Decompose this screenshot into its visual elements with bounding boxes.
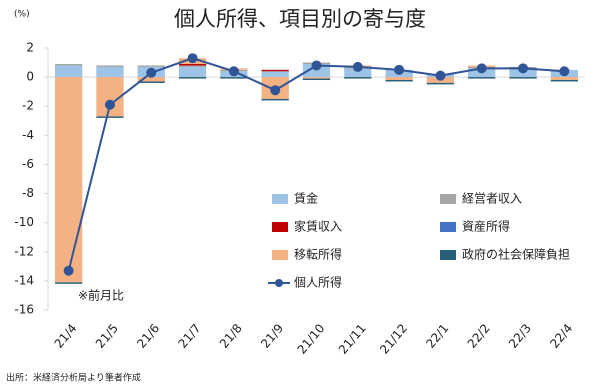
legend-swatch [440,194,456,204]
legend-marker [275,279,283,287]
bar-segment [137,65,165,67]
line-marker [63,265,74,276]
bar-segment [302,77,331,79]
bar-segment [55,282,83,284]
legend-swatch [440,222,456,232]
bar-segment [178,64,207,66]
bar-segment [96,116,124,118]
y-tick-label: -4 [22,128,34,142]
y-tick-label: -2 [22,99,34,113]
legend-label: 政府の社会保障負担 [462,247,570,262]
legend-swatch [440,250,456,260]
bar-segment [96,66,124,78]
y-tick-label: -8 [22,186,34,200]
x-tick-label: 22/1 [423,321,451,351]
legend-label: 経営者収入 [462,192,522,206]
line-marker [228,66,239,77]
bar-segment [261,98,289,101]
bar-segment [55,64,83,66]
x-tick-label: 21/11 [336,321,369,356]
bar-segment [550,77,578,81]
line-marker [435,70,446,81]
line-marker [270,85,281,96]
x-tick-label: 21/5 [93,321,121,351]
line-marker [559,66,570,77]
legend-label: 個人所得 [294,275,342,290]
chart-title: 個人所得、項目別の寄与度 [174,7,426,31]
y-tick-label: 2 [26,41,34,55]
line-marker [311,60,322,71]
legend-label: 賃金 [294,191,318,206]
y-tick-label: -12 [14,244,34,258]
x-tick-label: 21/6 [134,321,162,351]
y-tick-label: -10 [14,215,34,229]
bar-segment [137,81,165,83]
line-marker [518,63,529,74]
bar-segment [55,77,83,283]
bar-segment [261,71,289,78]
x-tick-label: 22/3 [506,321,534,351]
line [67,57,565,271]
bar-segment [509,77,537,79]
bar-segment [178,65,207,67]
x-tick-label: 21/12 [377,321,410,356]
bar-segment [426,82,455,85]
bar-segment [550,80,578,82]
x-tick-label: 21/9 [258,321,286,351]
bar-segment [385,77,413,81]
bar-segment [55,65,83,78]
line-marker [394,64,405,75]
legend-swatch [272,222,288,232]
x-tick-label: 21/4 [52,321,80,351]
bar-segment [344,77,372,79]
line-marker [187,53,198,64]
legend-label: 家賃収入 [294,219,342,234]
legend-swatch [272,250,288,260]
legend-label: 移転所得 [294,247,342,262]
x-tick-label: 21/8 [217,321,245,351]
bar-segment [137,77,165,82]
x-tick-label: 21/7 [176,321,204,351]
unit-label: (%) [14,10,30,20]
line-marker [146,67,157,78]
x-tick-label: 21/10 [295,321,328,356]
x-tick-label: 22/2 [465,321,493,351]
bar-segment [178,77,207,79]
bar-segment [468,77,496,79]
y-tick-label: 0 [26,70,34,84]
line-marker [352,61,363,72]
line-marker [476,63,487,74]
note: ※前月比 [78,288,124,303]
y-tick-label: -6 [22,157,34,171]
bar-segment [302,78,331,81]
bar-segment [385,80,413,82]
bar-segment [302,64,331,78]
x-tick-label: 22/4 [547,321,575,351]
bar-segment [220,77,248,79]
source: 出所：米経済分析局より筆者作成 [6,372,141,384]
bar-segment [261,69,289,72]
legend-label: 資産所得 [462,219,510,234]
bar-segment [344,68,372,78]
y-tick-label: -14 [14,273,34,287]
y-tick-label: -16 [14,303,34,317]
line-marker [104,99,115,110]
bar-segment [178,66,207,78]
bar-segment [96,65,124,67]
legend-swatch [272,194,288,204]
